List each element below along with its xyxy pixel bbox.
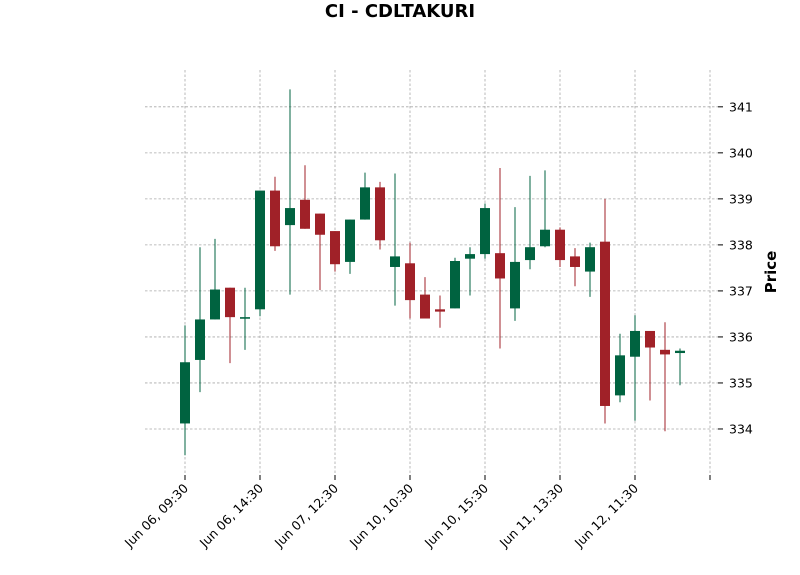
y-tick-label: 339	[729, 191, 753, 206]
candle	[300, 165, 310, 229]
candle-body	[540, 229, 550, 247]
candle	[225, 287, 235, 364]
candle-body	[420, 294, 430, 319]
candle	[240, 287, 250, 350]
candle-body	[315, 213, 325, 235]
x-tick-label: Jun 10, 15:30	[421, 480, 491, 550]
candle	[615, 333, 625, 403]
candle	[195, 247, 205, 393]
candle	[600, 198, 610, 424]
chart-title: CI - CDLTAKURI	[325, 1, 475, 22]
candle	[495, 168, 505, 349]
x-tick-label: Jun 07, 12:30	[271, 480, 341, 550]
candle-body	[390, 256, 400, 267]
candle	[435, 295, 445, 328]
candle	[540, 170, 550, 248]
x-tick-label: Jun 06, 14:30	[196, 480, 266, 550]
candle-body	[495, 253, 505, 279]
x-tick-label: Jun 06, 09:30	[121, 480, 191, 550]
candle	[450, 257, 460, 309]
candle-body	[570, 256, 580, 267]
y-tick-label: 340	[729, 145, 753, 160]
candle	[570, 248, 580, 287]
y-tick-label: 335	[729, 375, 753, 390]
y-tick-label: 336	[729, 329, 753, 344]
candle	[525, 175, 535, 270]
candle-body	[675, 350, 685, 354]
candle	[660, 322, 670, 432]
candle-body	[630, 330, 640, 357]
candle-body	[210, 289, 220, 320]
candle	[375, 181, 385, 250]
x-axis: Jun 06, 09:30 Jun 06, 14:30 Jun 07, 12:30 J…	[121, 475, 711, 551]
candle	[315, 213, 325, 290]
candle-body	[345, 219, 355, 262]
candle	[345, 219, 355, 274]
candle-body	[525, 247, 535, 261]
candle-body	[555, 229, 565, 261]
candle-body	[285, 208, 295, 226]
candle	[210, 238, 220, 320]
y-tick-label: 338	[729, 237, 753, 252]
y-tick-label: 334	[729, 421, 753, 436]
candle	[270, 176, 280, 251]
candle-body	[480, 208, 490, 255]
candle-body	[450, 260, 460, 309]
candle-body	[510, 261, 520, 309]
candle	[330, 231, 340, 272]
candle	[555, 227, 565, 267]
candle-body	[465, 254, 475, 259]
candle-body	[255, 190, 265, 310]
candle-body	[660, 349, 670, 355]
candle	[390, 173, 400, 306]
candle	[675, 348, 685, 386]
candle-body	[360, 187, 370, 220]
candle-body	[375, 187, 385, 241]
candle-body	[405, 263, 415, 301]
grid	[145, 70, 718, 475]
candle	[510, 207, 520, 321]
candle-body	[600, 241, 610, 406]
candle	[465, 247, 475, 296]
candle-body	[615, 355, 625, 396]
candle	[585, 242, 595, 297]
candle	[405, 242, 415, 319]
candles	[180, 89, 685, 456]
candle-body	[645, 330, 655, 348]
candle	[630, 315, 640, 421]
candle-body	[435, 309, 445, 312]
y-tick-label: 341	[729, 99, 753, 114]
candle-body	[240, 317, 250, 319]
y-axis: 334 335 336 337 338 339 340 341	[718, 99, 753, 436]
candle	[285, 89, 295, 295]
x-tick-label: Jun 12, 11:30	[571, 480, 641, 550]
candle	[180, 325, 190, 456]
candle-body	[585, 247, 595, 272]
candle-body	[225, 287, 235, 318]
candle	[645, 330, 655, 401]
candle	[420, 277, 430, 319]
candle-body	[300, 199, 310, 229]
candle-body	[270, 190, 280, 247]
candle	[360, 172, 370, 220]
y-tick-label: 337	[729, 283, 753, 298]
candle-body	[195, 319, 205, 360]
x-tick-label: Jun 11, 13:30	[496, 480, 566, 550]
x-tick-label: Jun 10, 10:30	[346, 480, 416, 550]
candle-body	[180, 362, 190, 424]
y-axis-label: Price	[762, 251, 780, 294]
candle-body	[330, 231, 340, 265]
candle	[480, 203, 490, 259]
candle	[255, 190, 265, 317]
